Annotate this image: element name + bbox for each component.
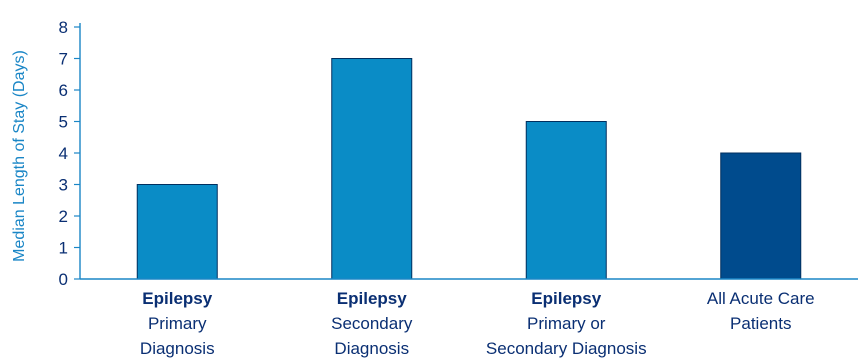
x-category-label: All Acute Care Patients bbox=[707, 289, 815, 333]
y-tick-label: 1 bbox=[59, 239, 68, 258]
category-label-line: Diagnosis bbox=[334, 339, 409, 358]
category-label-line: Diagnosis bbox=[140, 339, 215, 358]
category-bold-label: Epilepsy bbox=[531, 289, 601, 308]
category-label-line: Patients bbox=[730, 314, 791, 333]
category-label-line: All Acute Care bbox=[707, 289, 815, 308]
bar bbox=[136, 184, 218, 280]
y-tick-label: 7 bbox=[59, 50, 68, 69]
category-label-line: Primary or bbox=[527, 314, 606, 333]
category-label-line: Secondary Diagnosis bbox=[486, 339, 647, 358]
category-bold-label: Epilepsy bbox=[142, 289, 212, 308]
bar bbox=[525, 121, 607, 280]
y-axis: 0 1 2 3 4 5 6 7 8 bbox=[59, 18, 81, 289]
y-tick-label: 4 bbox=[59, 144, 68, 163]
y-axis-title: Median Length of Stay (Days) bbox=[11, 50, 28, 262]
y-tick-label: 5 bbox=[59, 113, 68, 132]
y-tick-label: 0 bbox=[59, 270, 68, 289]
x-category-label: Epilepsy Primary Diagnosis bbox=[140, 289, 215, 358]
bars bbox=[136, 58, 802, 280]
bar bbox=[331, 58, 413, 280]
y-tick-label: 3 bbox=[59, 176, 68, 195]
category-label-line: Primary bbox=[148, 314, 207, 333]
x-axis: Epilepsy Primary Diagnosis Epilepsy Secondar… bbox=[80, 278, 858, 358]
bar bbox=[720, 152, 802, 280]
x-category-label: Epilepsy Secondary Diagnosis bbox=[331, 289, 413, 358]
x-category-label: Epilepsy Primary or Secondary Diagnosis bbox=[486, 289, 647, 358]
y-tick-label: 6 bbox=[59, 81, 68, 100]
category-bold-label: Epilepsy bbox=[337, 289, 407, 308]
y-tick-label: 2 bbox=[59, 207, 68, 226]
category-label-line: Secondary bbox=[331, 314, 413, 333]
y-tick-label: 8 bbox=[59, 18, 68, 37]
